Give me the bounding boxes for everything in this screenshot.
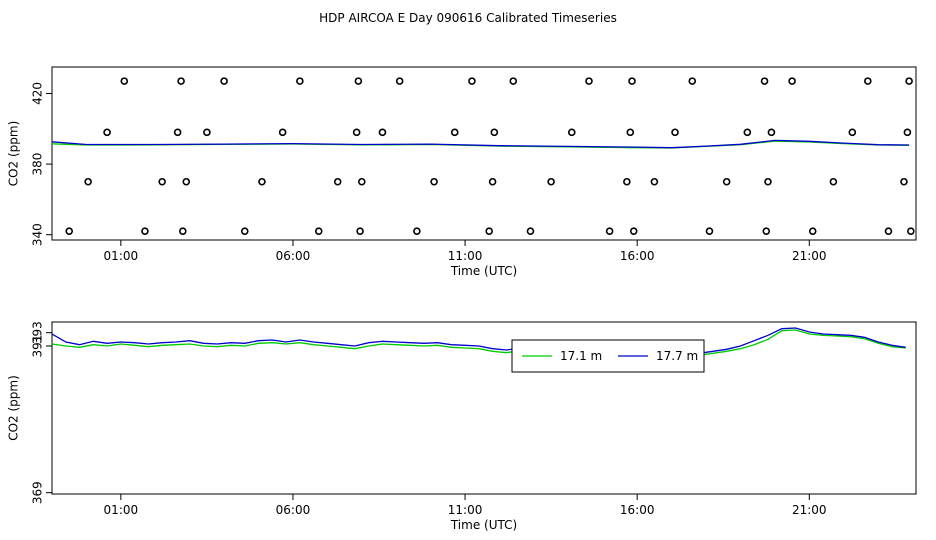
panel-calibration: 01:00 06:00 11:00 16:00 21:00 340 380 420 Time (… <box>7 66 917 278</box>
calibration-point <box>356 227 364 235</box>
calibration-point <box>296 77 304 85</box>
calibration-point <box>903 128 912 137</box>
calibration-point <box>760 77 769 85</box>
calibration-point <box>848 128 857 137</box>
calibration-point <box>258 177 266 186</box>
series-line-1 <box>52 139 910 149</box>
calibration-point <box>605 227 614 235</box>
calibration-point <box>158 177 166 186</box>
calibration-point <box>629 227 638 235</box>
y-axis-label: CO2 (ppm) <box>7 121 21 187</box>
calibration-point <box>468 77 476 85</box>
calibration-point <box>900 177 908 186</box>
calibration-point <box>567 128 576 137</box>
calibration-point <box>485 227 493 235</box>
calibration-point <box>547 177 555 186</box>
y-axis-label: CO2 (ppm) <box>7 375 21 441</box>
calibration-point <box>884 227 893 235</box>
calibration-point <box>688 77 697 85</box>
calibration-point <box>278 128 287 137</box>
calibration-point <box>829 177 838 186</box>
y-tick-label: 393 <box>31 321 45 344</box>
x-axis-label: Time (UTC) <box>450 518 517 532</box>
x-axis-label: Time (UTC) <box>450 264 517 278</box>
calibration-point <box>378 128 387 137</box>
calibration-point <box>354 77 363 85</box>
calibration-point <box>585 77 593 85</box>
calibration-point <box>352 128 361 137</box>
calibration-point <box>220 77 228 85</box>
calibration-point <box>509 77 518 85</box>
calibration-point <box>240 227 249 235</box>
calibration-point <box>333 177 342 186</box>
x-tick-label: 16:00 <box>620 249 655 263</box>
calibration-point <box>705 227 714 235</box>
y-tick-label: 420 <box>31 82 45 105</box>
y-tick-label: 380 <box>31 153 45 176</box>
calibration-point <box>808 227 817 235</box>
series-line-17-7-m <box>52 327 906 359</box>
x-tick-label: 06:00 <box>276 249 311 263</box>
calibration-point <box>722 177 731 186</box>
calibration-point <box>526 227 535 235</box>
calibration-point <box>628 77 636 85</box>
plot-frame <box>51 66 917 241</box>
x-tick-label: 01:00 <box>104 249 139 263</box>
calibration-point <box>626 128 635 137</box>
chart-title: HDP AIRCOA E Day 090616 Calibrated Times… <box>319 11 617 25</box>
x-tick-label: 01:00 <box>104 503 139 517</box>
calibration-point <box>413 227 421 235</box>
calibration-point <box>395 77 404 85</box>
calibration-point <box>103 128 111 137</box>
x-tick-label: 11:00 <box>448 249 483 263</box>
calibration-point <box>907 227 915 235</box>
calibration-point <box>179 227 187 235</box>
y-tick-label: 391 <box>31 335 45 358</box>
calibration-point <box>671 128 679 137</box>
calibration-point <box>743 128 752 137</box>
series-line-17-1-m <box>52 329 906 361</box>
calibration-point <box>120 77 129 85</box>
legend: 17.1 m 17.7 m <box>511 339 705 373</box>
legend-entry-label: 17.7 m <box>656 349 698 363</box>
legend-entry-label: 17.1 m <box>560 349 602 363</box>
calibration-point <box>141 227 149 235</box>
calibration-point <box>173 128 182 137</box>
calibration-point <box>490 128 499 137</box>
x-tick-label: 16:00 <box>620 503 655 517</box>
calibration-point <box>358 177 366 186</box>
calibration-point <box>177 77 185 85</box>
calibration-point <box>65 227 74 235</box>
y-tick-label: 369 <box>31 481 45 504</box>
calibration-point <box>650 177 659 186</box>
x-tick-label: 06:00 <box>276 503 311 517</box>
calibration-point <box>767 128 776 137</box>
calibration-point <box>762 227 771 235</box>
calibration-point <box>788 77 796 85</box>
y-tick-label: 340 <box>31 223 45 246</box>
calibration-point <box>450 128 459 137</box>
plot-frame <box>51 321 917 495</box>
calibration-point <box>764 177 772 186</box>
calibration-point <box>84 177 92 186</box>
calibration-point <box>314 227 323 235</box>
calibration-point <box>430 177 438 186</box>
calibration-point <box>864 77 872 85</box>
calibration-point <box>488 177 497 186</box>
x-tick-label: 21:00 <box>792 249 827 263</box>
calibration-point <box>905 77 913 85</box>
calibration-point <box>203 128 211 137</box>
x-tick-label: 11:00 <box>448 503 483 517</box>
calibration-point <box>623 177 631 186</box>
x-tick-label: 21:00 <box>792 503 827 517</box>
calibration-point <box>182 177 191 186</box>
